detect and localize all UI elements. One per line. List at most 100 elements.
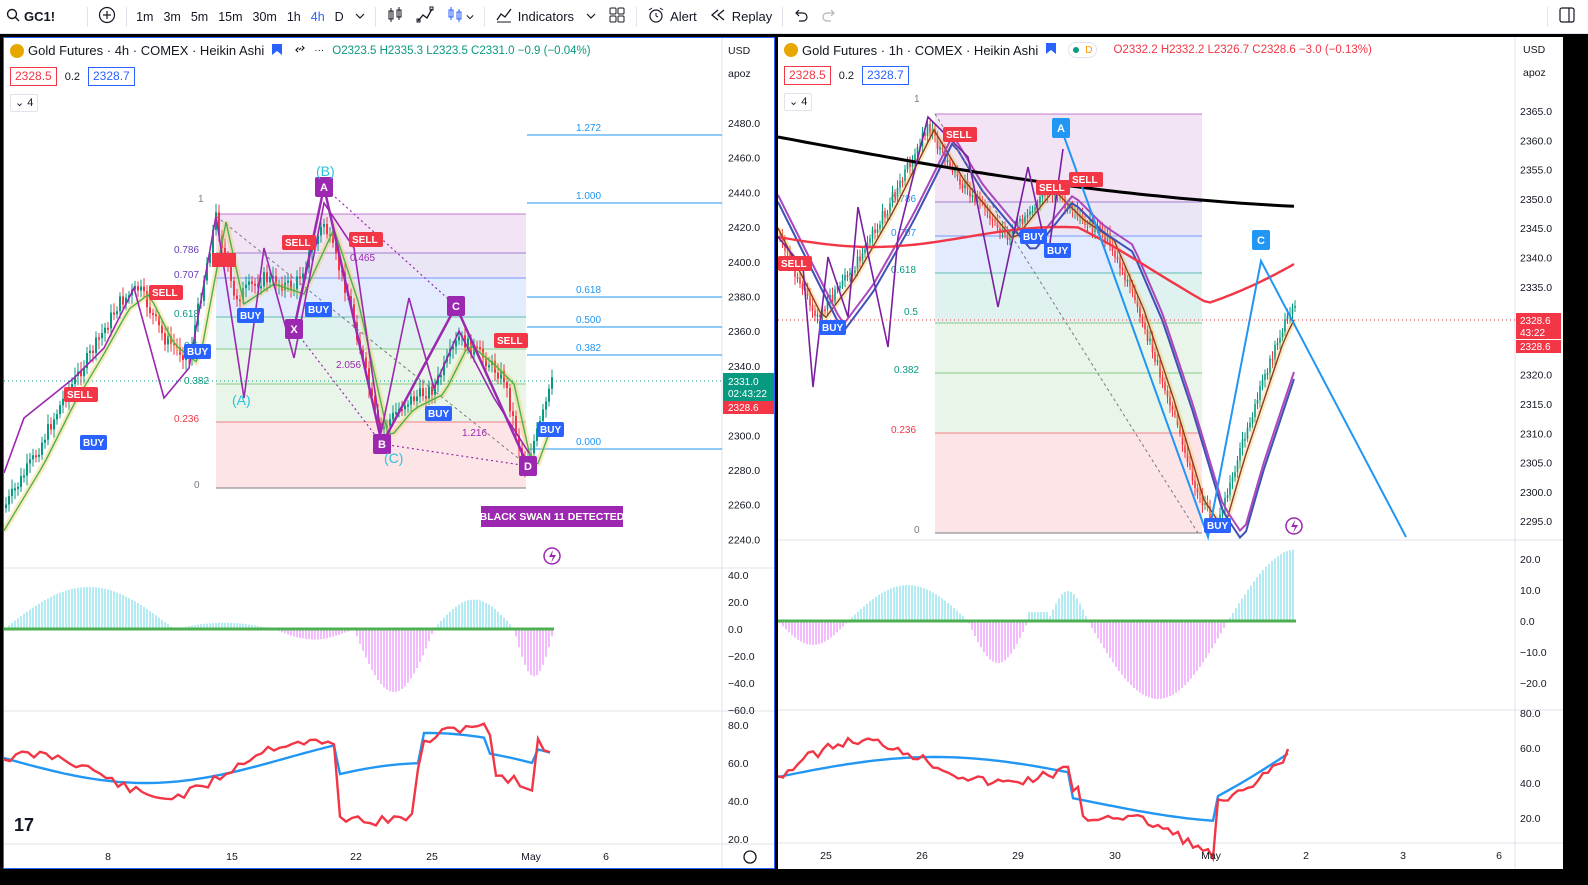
candle-body [287,280,289,283]
timeframe-D[interactable]: D [334,9,344,24]
heikin-ashi-button[interactable] [440,4,480,30]
time-tick: 25 [820,850,832,862]
signal-buy: BUY [822,323,843,334]
signal-buy: BUY [1047,246,1068,257]
candle-body [1231,477,1234,483]
candle-body [155,314,157,317]
right-currency[interactable]: USD [1523,44,1546,56]
left-change: −0.9 (−0.04%) [517,44,591,57]
candle-body [545,401,547,410]
left-buy-price[interactable]: 2328.7 [88,67,135,86]
right-scale-mode[interactable]: apoz [1523,67,1546,79]
signal-sell: SELL [352,235,378,246]
candle-body [1134,290,1136,301]
fib-ext-label: 0.000 [576,437,601,448]
replay-button[interactable]: Replay [703,4,778,30]
left-indicator-toggle[interactable]: ⌄ 4 [10,94,39,112]
candle-body [939,147,941,150]
time-tick: 3 [1400,850,1406,862]
right-chart-title[interactable]: Gold Futures · 1h · COMEX · Heikin Ashi [802,42,1039,58]
candle-body [1249,422,1251,428]
candle-body [263,272,265,287]
layouts-button[interactable] [602,4,632,30]
candle-body [799,277,801,284]
oscillator-line [778,736,1290,863]
candle-body [846,275,849,278]
chart-type-button[interactable] [380,4,410,30]
right-buy-price[interactable]: 2328.7 [862,66,909,85]
candle-body [326,223,328,235]
timeframe-1m[interactable]: 1m [136,9,154,24]
right-sell-price[interactable]: 2328.5 [784,66,831,85]
right-panel-toggle[interactable] [1552,4,1582,30]
timeframe-1h[interactable]: 1h [286,9,301,24]
candle-body [335,243,337,254]
candle-body [257,283,259,288]
price-tick: 2315.0 [1520,399,1552,411]
timeframe-30m[interactable]: 30m [252,9,277,24]
timeframe-4h[interactable]: 4h [310,9,325,24]
divider [374,6,376,27]
redo-button[interactable] [815,4,843,30]
candle-body [485,358,487,367]
candle-body [976,198,979,203]
candle-body [1294,305,1296,308]
candle-body [974,195,976,203]
indicators-collapse-button[interactable]: ⌄ 4 [10,94,39,112]
right-indicator-toggle[interactable]: ⌄ 4 [784,93,813,111]
osc-tick: 40.0 [728,796,749,808]
candle-body [1016,221,1019,227]
alert-button[interactable]: Alert [641,4,703,30]
timeframe-3m[interactable]: 3m [163,9,181,24]
fib-level-label: 1 [198,194,204,205]
ratio-label: 2.056 [336,360,361,371]
left-currency[interactable]: USD [728,45,751,57]
timeframe-15m[interactable]: 15m [218,9,243,24]
candle-body [332,234,334,244]
lightning-icon [1291,520,1298,533]
right-chart-canvas[interactable]: 2365.02360.02355.02350.02345.02340.02335… [778,37,1563,869]
candle-body [1239,448,1241,461]
timeframe-dropdown[interactable] [349,4,371,30]
signal-sell: SELL [152,288,178,299]
candle-body [479,347,481,350]
fib-level-label: 0.5 [904,307,918,318]
candle-body [428,386,430,399]
candle-body [272,276,274,279]
more-icon[interactable]: ··· [314,45,325,56]
compare-button[interactable] [92,4,122,30]
pattern-point-c-bg [447,296,465,316]
left-sell-price[interactable]: 2328.5 [10,67,57,86]
lightning-icon [1285,517,1303,535]
right-high: H2332.2 [1160,44,1205,56]
left-scale-mode[interactable]: apoz [728,68,751,80]
link-icon[interactable] [294,43,306,58]
candle-body [964,179,966,189]
right-chart-pane: 2365.0 2360.0 2355.0 2350.0 2345.0 2340.0 2335… [778,37,1563,869]
candle-body [434,384,436,395]
candle-body [1251,417,1254,423]
indicators-collapse-button[interactable]: ⌄ 4 [784,93,813,111]
candle-body [206,262,208,281]
osc-tick: 60.0 [1520,743,1541,755]
line-chart-icon [416,6,434,27]
indicators-button[interactable]: Indicators [489,4,602,30]
candle-body [71,383,73,390]
bars-style-button[interactable] [410,4,440,30]
left-chart-canvas[interactable]: 2480.0 2460.0 2440.0 2420.0 2400.0 2380.0 2360… [4,38,775,869]
undo-button[interactable] [787,4,815,30]
left-ohlc: O2323.5 H2335.3 L2323.5 C2331.0 −0.9 (−0… [332,45,590,57]
candle-body [1164,381,1166,391]
signal-sell-bg [494,333,528,348]
timeframe-5m[interactable]: 5m [190,9,209,24]
candle-body [916,147,919,155]
fib-level-label: 0.382 [894,365,919,376]
last-price-box [1516,313,1561,339]
candle-body [182,354,184,361]
candle-body [819,314,821,318]
candle-body [53,419,55,430]
candle-body [47,424,49,440]
candle-body [864,249,866,254]
left-chart-title[interactable]: Gold Futures · 4h · COMEX · Heikin Ashi [28,43,265,58]
symbol-search[interactable]: GC1! [0,4,61,30]
